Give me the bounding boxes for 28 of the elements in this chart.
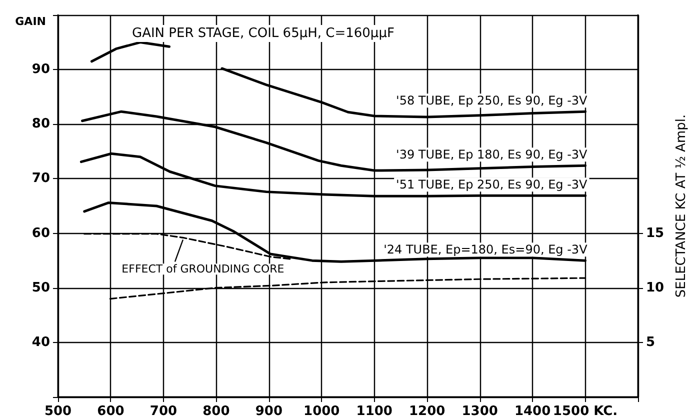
- y-tick-label: 90: [32, 62, 50, 78]
- series-label: '24 TUBE, Ep=180, Es=90, Eg -3V: [384, 242, 588, 257]
- text: GAIN PER STAGE, COIL 65μH, C=160μμF: [132, 26, 394, 41]
- y2-tick-label: 5: [646, 334, 656, 350]
- x-tick-label: 700: [150, 404, 178, 418]
- series-label: '39 TUBE, Ep 180, Es 90, Eg -3V: [396, 148, 588, 162]
- x-tick-label: 1500 KC.: [552, 404, 618, 418]
- x-tick-label: 1000: [304, 404, 340, 418]
- annotation: EFFECT of GROUNDING CORE: [122, 262, 284, 276]
- y2-tick-label: 10: [646, 280, 664, 296]
- x-tick-label: 1400: [514, 404, 551, 418]
- series-label: '58 TUBE, Ep 250, Es 90, Eg -3V: [396, 94, 588, 108]
- x-tick-label: 500: [44, 404, 72, 418]
- x-tick-label: 800: [202, 404, 230, 418]
- x-tick-label: 900: [255, 404, 282, 418]
- y2-tick-label: 15: [646, 226, 664, 241]
- y-tick-label: 70: [32, 171, 50, 186]
- y-axis-title: GAIN: [15, 15, 46, 28]
- y2-axis-title: SELECTANCE KC AT ½ Ampl.: [674, 114, 689, 298]
- y-tick-label: 50: [32, 280, 50, 296]
- x-tick-label: 1300: [462, 404, 498, 418]
- y-tick-label: 40: [32, 334, 50, 350]
- x-tick-label: 600: [97, 404, 124, 418]
- y-tick-label: 60: [32, 226, 50, 241]
- y-tick-label: 80: [32, 116, 50, 132]
- x-tick-label: 1100: [356, 404, 392, 418]
- series-label: '51 TUBE, Ep 250, Es 90, Eg -3V: [396, 178, 588, 192]
- x-tick-label: 1200: [409, 404, 446, 418]
